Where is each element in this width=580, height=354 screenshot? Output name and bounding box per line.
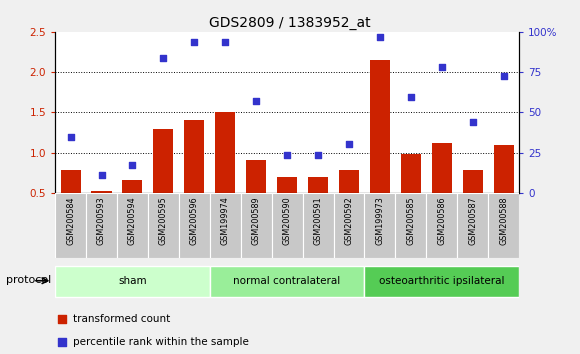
- Text: GSM200594: GSM200594: [128, 196, 137, 245]
- Point: [375, 35, 385, 40]
- Bar: [364, 266, 519, 297]
- Text: GSM200590: GSM200590: [282, 196, 292, 245]
- Bar: [463, 170, 483, 233]
- Bar: [488, 193, 519, 258]
- Bar: [370, 60, 390, 233]
- Text: GSM200593: GSM200593: [97, 196, 106, 245]
- Text: GSM200595: GSM200595: [159, 196, 168, 245]
- Text: GSM200587: GSM200587: [468, 196, 477, 245]
- Point: [406, 94, 415, 100]
- Point: [345, 141, 354, 147]
- Text: GSM200588: GSM200588: [499, 196, 508, 245]
- Text: percentile rank within the sample: percentile rank within the sample: [73, 337, 249, 347]
- Point: [57, 339, 66, 345]
- Text: GSM200584: GSM200584: [66, 196, 75, 245]
- Point: [128, 162, 137, 167]
- Bar: [396, 193, 426, 258]
- Point: [468, 119, 477, 125]
- Text: normal contralateral: normal contralateral: [234, 276, 340, 286]
- Point: [66, 135, 75, 140]
- Bar: [246, 160, 266, 233]
- Bar: [432, 143, 452, 233]
- Bar: [457, 193, 488, 258]
- Point: [220, 40, 230, 45]
- Bar: [86, 193, 117, 258]
- Text: GSM199973: GSM199973: [375, 196, 385, 245]
- Bar: [303, 193, 333, 258]
- Bar: [55, 266, 210, 297]
- Bar: [364, 193, 396, 258]
- Bar: [210, 266, 364, 297]
- Bar: [308, 177, 328, 233]
- Text: GSM200591: GSM200591: [314, 196, 322, 245]
- Point: [437, 64, 447, 70]
- Point: [282, 152, 292, 158]
- Text: protocol: protocol: [6, 275, 51, 285]
- Bar: [334, 193, 364, 258]
- Bar: [494, 144, 514, 233]
- Text: GDS2809 / 1383952_at: GDS2809 / 1383952_at: [209, 16, 371, 30]
- Text: GSM200585: GSM200585: [407, 196, 415, 245]
- Point: [313, 152, 322, 158]
- Text: transformed count: transformed count: [73, 314, 170, 324]
- Text: GSM200589: GSM200589: [252, 196, 260, 245]
- Bar: [241, 193, 271, 258]
- Bar: [122, 180, 143, 233]
- Bar: [153, 129, 173, 233]
- Bar: [339, 170, 359, 233]
- Bar: [117, 193, 148, 258]
- Point: [159, 56, 168, 61]
- Bar: [215, 112, 235, 233]
- Point: [57, 316, 66, 321]
- Point: [252, 98, 261, 104]
- Bar: [401, 154, 421, 233]
- Bar: [277, 177, 297, 233]
- Point: [499, 73, 508, 79]
- Bar: [426, 193, 457, 258]
- Point: [190, 40, 199, 45]
- Bar: [92, 191, 111, 233]
- Text: sham: sham: [118, 276, 147, 286]
- Text: GSM200592: GSM200592: [345, 196, 353, 245]
- Bar: [271, 193, 303, 258]
- Bar: [55, 193, 86, 258]
- Bar: [210, 193, 241, 258]
- Bar: [60, 170, 81, 233]
- Bar: [179, 193, 210, 258]
- Text: GSM199974: GSM199974: [221, 196, 230, 245]
- Point: [97, 172, 106, 178]
- Bar: [148, 193, 179, 258]
- Text: GSM200586: GSM200586: [437, 196, 446, 245]
- Text: osteoarthritic ipsilateral: osteoarthritic ipsilateral: [379, 276, 505, 286]
- Text: GSM200596: GSM200596: [190, 196, 199, 245]
- Bar: [184, 120, 204, 233]
